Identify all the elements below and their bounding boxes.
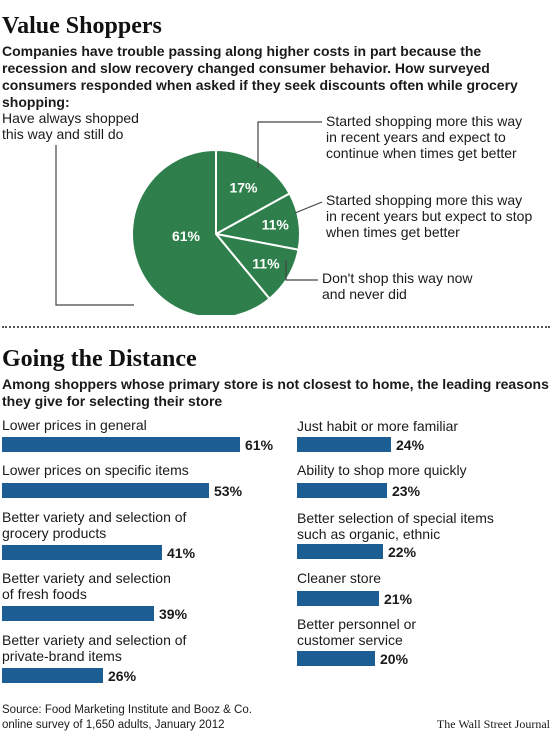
- bar-chart-title: Going the Distance: [2, 346, 197, 372]
- leader-always: [55, 145, 134, 306]
- bar-value-label: 61%: [245, 437, 274, 453]
- bar-value-label: 24%: [396, 437, 425, 453]
- bar: [297, 651, 375, 666]
- bar-label: Lower prices in general: [2, 417, 147, 433]
- pie-chart-subtitle: Companies have trouble passing along hig…: [2, 43, 518, 110]
- bar-label: Lower prices on specific items: [2, 462, 189, 478]
- bar-value-label: 53%: [214, 483, 243, 499]
- section-divider: [2, 326, 550, 328]
- pie-label-never: Don't shop this way now and never did: [322, 270, 473, 302]
- pie-chart-title: Value Shoppers: [2, 13, 162, 39]
- bar-label: Better variety and selection of fresh fo…: [2, 570, 171, 602]
- pie-value-always: 61%: [172, 228, 201, 244]
- bar: [297, 437, 391, 452]
- bar-label: Better personnel or customer service: [297, 616, 417, 648]
- bar: [297, 544, 383, 559]
- bar: [2, 437, 240, 452]
- pie-value-never: 11%: [252, 256, 280, 272]
- leader-stop: [294, 201, 323, 214]
- pie-label-always: Have always shopped this way and still d…: [2, 110, 139, 142]
- bar: [2, 483, 209, 498]
- bar-value-label: 41%: [167, 545, 196, 561]
- pie-label-continue: Started shopping more this way in recent…: [326, 113, 523, 161]
- bar-chart-subtitle: Among shoppers whose primary store is no…: [2, 376, 549, 409]
- pie-value-stop: 11%: [262, 217, 290, 233]
- bar-label: Better variety and selection of grocery …: [2, 509, 187, 541]
- pie-chart: 17% 11% 11% 61%: [55, 121, 323, 315]
- pie-slice-always: [131, 148, 271, 315]
- bar: [2, 545, 162, 560]
- pie-value-continue: 17%: [229, 180, 258, 196]
- bar-value-label: 23%: [392, 483, 421, 499]
- bar: [297, 483, 387, 498]
- bar-label: Ability to shop more quickly: [297, 462, 467, 478]
- bar: [2, 668, 103, 683]
- bar-label: Better selection of special items such a…: [297, 510, 494, 542]
- pie-label-stop: Started shopping more this way in recent…: [326, 192, 533, 240]
- bar-label: Better variety and selection of private-…: [2, 632, 187, 664]
- source-note: Source: Food Marketing Institute and Boo…: [2, 704, 252, 731]
- bar-value-label: 21%: [384, 591, 413, 607]
- bar-value-label: 22%: [388, 544, 417, 560]
- bar-value-label: 39%: [159, 606, 188, 622]
- pie-slice-continue: [215, 148, 291, 236]
- leader-never: [285, 260, 318, 281]
- bar-label: Just habit or more familiar: [297, 418, 459, 434]
- leader-continue: [257, 121, 322, 168]
- publication-credit: The Wall Street Journal: [436, 717, 550, 731]
- bar: [297, 591, 379, 606]
- bar-value-label: 26%: [108, 668, 137, 684]
- bar-label: Cleaner store: [297, 570, 382, 586]
- bar: [2, 606, 154, 621]
- bar-value-label: 20%: [380, 651, 409, 667]
